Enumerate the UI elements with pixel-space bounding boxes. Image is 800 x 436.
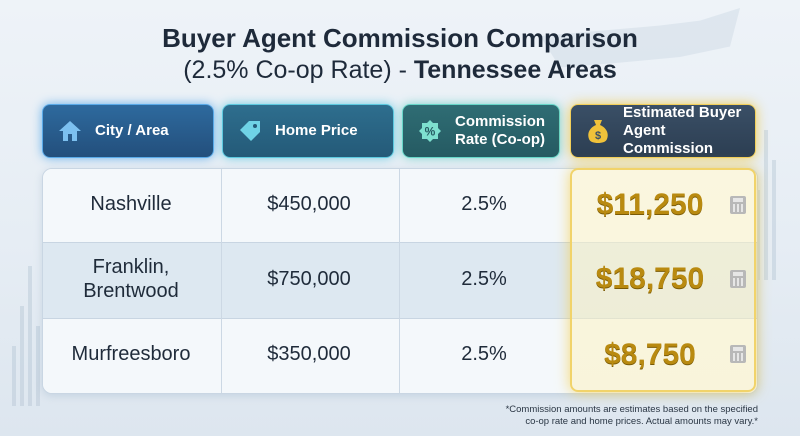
header-home-price: Home Price: [222, 104, 394, 158]
price-tag-icon: [237, 118, 263, 144]
price-cell: $750,000: [267, 267, 351, 290]
header-rate-line2: Rate (Co-op): [455, 131, 545, 148]
column-divider: [399, 169, 400, 393]
header-city-area: City / Area: [42, 104, 214, 158]
city-cell: Murfreesboro: [42, 317, 220, 392]
calculator-icon: [730, 196, 746, 214]
commission-amount: $18,750: [595, 262, 705, 295]
header-rate-label: Commission Rate (Co-op): [455, 113, 545, 149]
calculator-icon: [730, 345, 746, 363]
background-bar-decoration: [12, 246, 52, 406]
price-cell: $450,000: [267, 193, 351, 215]
commission-amount: $11,250: [596, 187, 704, 221]
title-subtitle: (2.5% Co-op Rate) - Tennessee Areas: [0, 54, 800, 86]
title-main: Buyer Agent Commission Comparison: [162, 23, 638, 53]
column-divider: [221, 169, 222, 393]
rate-cell: 2.5%: [461, 267, 507, 290]
footnote-line1: *Commission amounts are estimates based …: [505, 404, 758, 415]
rate-cell: 2.5%: [461, 343, 507, 365]
header-price-label: Home Price: [275, 122, 358, 139]
rate-cell: 2.5%: [461, 193, 507, 215]
city-name-line2: Brentwood: [83, 280, 179, 302]
background-bar-decoration-right: [756, 100, 786, 280]
row-divider: [43, 242, 757, 243]
header-commission-label: Estimated Buyer Agent Commission: [623, 104, 755, 158]
header-commission-rate: % Commission Rate (Co-op): [402, 104, 560, 158]
header-estimated-commission: $ Estimated Buyer Agent Commission: [570, 104, 756, 158]
commission-amount: $8,750: [604, 337, 696, 371]
city-cell: Nashville: [42, 168, 220, 241]
city-cell: Franklin, Brentwood: [42, 241, 220, 317]
page-title: Buyer Agent Commission Comparison (2.5% …: [0, 22, 800, 86]
footnote: *Commission amounts are estimates based …: [458, 404, 758, 428]
money-bag-icon: $: [585, 118, 611, 144]
calculator-icon: [730, 270, 746, 288]
svg-text:%: %: [425, 125, 436, 139]
title-subtitle-bold: Tennessee Areas: [413, 56, 617, 84]
header-city-label: City / Area: [95, 122, 169, 139]
header-rate-line1: Commission: [455, 113, 546, 130]
row-divider: [43, 318, 757, 319]
percent-icon: %: [417, 118, 443, 144]
highlighted-commission-column: [570, 168, 756, 392]
city-name: Murfreesboro: [71, 343, 191, 365]
svg-text:$: $: [595, 130, 601, 142]
city-name: Nashville: [90, 193, 172, 215]
header-commission-line2: Agent Commission: [623, 122, 714, 157]
title-subtitle-prefix: (2.5% Co-op Rate) -: [183, 56, 414, 84]
price-cell: $350,000: [267, 343, 351, 365]
footnote-line2: co-op rate and home prices. Actual amoun…: [525, 416, 758, 427]
house-icon: [57, 118, 83, 144]
header-commission-line1: Estimated Buyer: [623, 104, 742, 121]
city-name-line1: Franklin,: [92, 256, 170, 278]
